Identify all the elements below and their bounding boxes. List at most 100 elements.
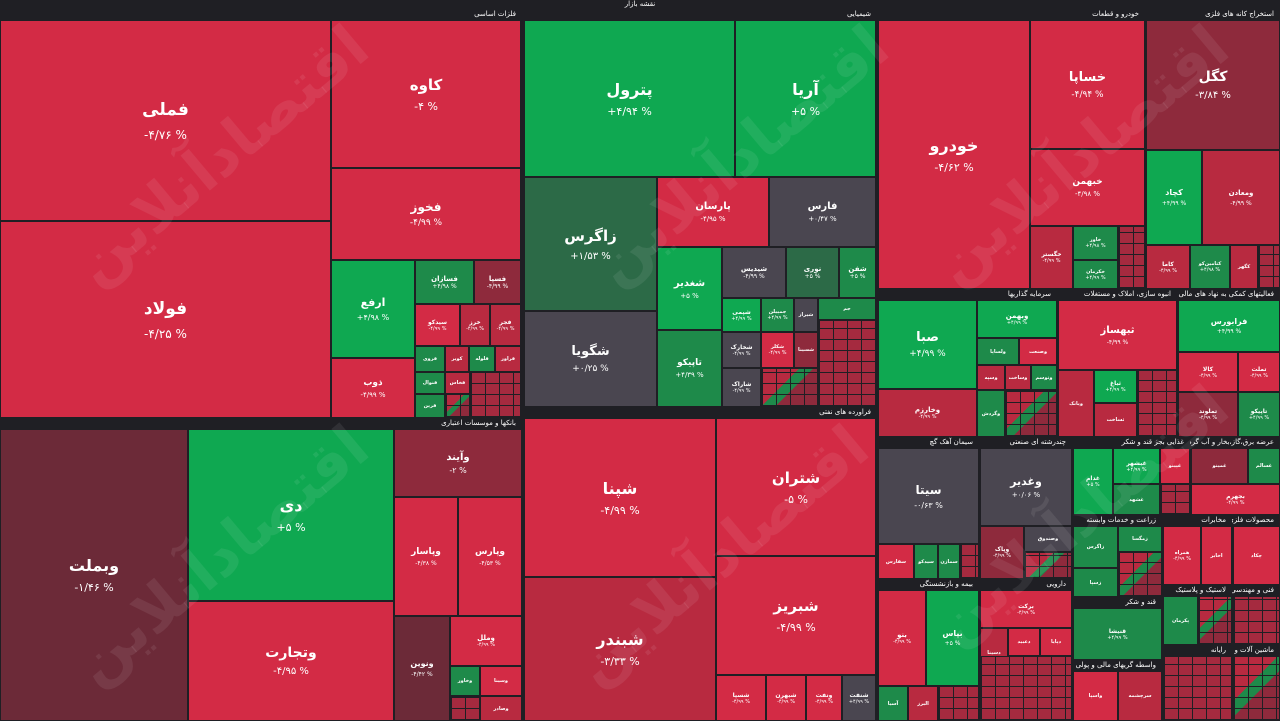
tile-khavar[interactable]: خاور +۴/۹۸ % bbox=[1073, 226, 1118, 260]
tile-vkharazm[interactable]: وخارزم -۴/۹۹ % bbox=[878, 389, 977, 437]
small-tiles-group[interactable] bbox=[1024, 552, 1072, 579]
tile-shebahrin[interactable]: شبهرن -۴/۹۹ % bbox=[766, 675, 806, 721]
tile-sita[interactable]: سیتا -۰/۶۳ % bbox=[878, 448, 979, 544]
tile-vpak[interactable]: وپاک -۴/۹۹ % bbox=[980, 526, 1024, 579]
tile-vgardesh[interactable]: وگردش bbox=[977, 390, 1005, 437]
tile-vaayand[interactable]: وآیند -۲ % bbox=[394, 429, 522, 497]
tile-kataminko[interactable]: کتامین‌کو +۴/۹۸ % bbox=[1190, 245, 1230, 289]
tile-vlsapa[interactable]: ولساپا bbox=[977, 338, 1019, 365]
tile-nouri[interactable]: نوری +۵ % bbox=[786, 247, 839, 298]
tile-shapmi[interactable]: شپمی +۴/۹۹ % bbox=[722, 298, 761, 332]
tile-shsina[interactable]: شسینا bbox=[794, 332, 818, 368]
tile-vmellal[interactable]: وملل -۴/۹۹ % bbox=[450, 616, 522, 666]
tile-jampilen[interactable]: جمپیلن +۴/۹۹ % bbox=[761, 298, 794, 332]
tile-vanaft[interactable]: ونفت -۴/۹۹ % bbox=[806, 675, 842, 721]
tile-thbaz[interactable]: ثبهساز -۴/۹۹ % bbox=[1058, 300, 1177, 370]
small-tiles-group[interactable] bbox=[1258, 245, 1280, 289]
tile-bjahrm[interactable]: بجهرم -۴/۹۹ % bbox=[1191, 484, 1280, 515]
tile-balboa[interactable]: البرز bbox=[908, 686, 938, 721]
tile-vbahman[interactable]: وبهمن +۴/۹۹ % bbox=[977, 300, 1057, 338]
tile-parsan[interactable]: پارسان -۴/۹۵ % bbox=[657, 177, 769, 247]
tile-vsakht[interactable]: وساخت bbox=[1005, 365, 1031, 390]
tile-vsenaat[interactable]: وصنعت bbox=[1019, 338, 1057, 365]
tile-arfa[interactable]: ارفع +۴/۹۸ % bbox=[331, 260, 415, 358]
small-tiles-group[interactable] bbox=[1163, 656, 1232, 721]
tile-khbahman[interactable]: خبهمن -۴/۹۸ % bbox=[1030, 149, 1145, 226]
tile-sidko[interactable]: سیدکو -۴/۹۹ % bbox=[415, 304, 460, 346]
tile-kgol[interactable]: کگل -۳/۸۴ % bbox=[1146, 20, 1280, 150]
tile-vsina[interactable]: وسینا bbox=[480, 666, 522, 696]
small-tiles-group[interactable] bbox=[761, 368, 818, 407]
small-tiles-group[interactable] bbox=[1137, 370, 1177, 437]
tile-ghbeshahr[interactable]: غبشهر +۴/۹۹ % bbox=[1113, 448, 1160, 484]
tile-akhaber[interactable]: اخابر bbox=[1201, 526, 1232, 585]
tile-asia[interactable]: آسیا bbox=[878, 686, 908, 721]
tile-sremaye[interactable]: سرچشمه bbox=[1118, 671, 1162, 721]
tile-vsandogh[interactable]: وصندوق bbox=[1024, 526, 1072, 552]
tile-foolad[interactable]: فولاد -۴/۲۵ % bbox=[0, 221, 331, 418]
tile-fakhas[interactable]: فخاس bbox=[445, 372, 470, 394]
tile-fesazan[interactable]: فسازان +۴/۹۸ % bbox=[415, 260, 474, 304]
tile-vbank[interactable]: وبانک bbox=[1058, 370, 1094, 437]
tile-kchad[interactable]: کچاد +۴/۹۹ % bbox=[1146, 150, 1202, 245]
tile-khkarman[interactable]: خکرمان +۴/۹۹ % bbox=[1073, 260, 1118, 289]
tile-vtejarat[interactable]: وتجارت -۴/۹۵ % bbox=[188, 601, 394, 721]
tile-shidis[interactable]: شیدیس -۴/۹۹ % bbox=[722, 247, 786, 298]
tile-ghshiz[interactable]: غشهد bbox=[1113, 484, 1160, 515]
tile-pkhaz[interactable]: پکرمان bbox=[1163, 596, 1198, 645]
tile-maadn[interactable]: ومعادن -۴/۹۹ % bbox=[1202, 150, 1280, 245]
small-tiles-group[interactable] bbox=[445, 394, 470, 418]
tile-sido[interactable]: سیدکو bbox=[914, 544, 938, 579]
tile-tapiko[interactable]: تاپیکو +۴/۳۹ % bbox=[657, 330, 722, 407]
tile-zob[interactable]: ذوب -۴/۹۹ % bbox=[331, 358, 415, 418]
tile-kaveh[interactable]: کاوه -۴ % bbox=[331, 20, 521, 168]
tile-kala[interactable]: کالا -۴/۹۹ % bbox=[1178, 352, 1238, 392]
tile-ghsalem[interactable]: غسالم bbox=[1248, 448, 1280, 484]
tile-dpayam[interactable]: دپایا bbox=[1040, 628, 1072, 656]
tile-bino[interactable]: بنو -۴/۹۹ % bbox=[878, 590, 926, 686]
tile-bpas[interactable]: بپاس +۵ % bbox=[926, 590, 979, 686]
tile-shkharak[interactable]: شخارک -۴/۹۹ % bbox=[722, 332, 761, 368]
tile-vnovin[interactable]: ونوین -۴/۴۲ % bbox=[394, 616, 450, 721]
tile-vtoosa[interactable]: وتوسم bbox=[1031, 365, 1057, 390]
tile-jam[interactable]: جم bbox=[818, 298, 876, 320]
tile-fesepahan[interactable]: فسپا -۴/۹۹ % bbox=[474, 260, 521, 304]
tile-chakad[interactable]: چکاد bbox=[1233, 526, 1280, 585]
tile-faraz[interactable]: فراور bbox=[495, 346, 521, 372]
tile-zagrs[interactable]: زاگرس bbox=[1073, 526, 1118, 568]
small-tiles-group[interactable] bbox=[450, 696, 480, 721]
tile-kharz[interactable]: خرز -۴/۹۹ % bbox=[460, 304, 490, 346]
tile-thbaagh[interactable]: ثباغ +۴/۹۹ % bbox=[1094, 370, 1137, 403]
tile-kgoher[interactable]: کگهر bbox=[1230, 245, 1258, 289]
tile-fokhur[interactable]: فلوله bbox=[469, 346, 495, 372]
tile-sharad[interactable]: شاراک -۴/۹۹ % bbox=[722, 368, 761, 407]
tile-sfars[interactable]: سفارس bbox=[878, 544, 914, 579]
tile-folmi[interactable]: فملی -۴/۷۶ % bbox=[0, 20, 331, 221]
tile-thsakht[interactable]: ثساخت bbox=[1094, 403, 1137, 437]
tile-shkalr[interactable]: شکلر -۴/۹۹ % bbox=[761, 332, 794, 368]
tile-vasapa[interactable]: واسپا bbox=[1073, 671, 1118, 721]
tile-shghadir[interactable]: شغدیر +۵ % bbox=[657, 247, 722, 330]
tile-petrol[interactable]: پترول +۴/۹۴ % bbox=[524, 20, 735, 177]
tile-vbmellat[interactable]: وبملت -۱/۴۶ % bbox=[0, 429, 188, 721]
small-tiles-group[interactable] bbox=[980, 656, 1072, 721]
tile-ghmina[interactable]: غمینو bbox=[1191, 448, 1248, 484]
tile-shafan[interactable]: شفن +۵ % bbox=[839, 247, 876, 298]
tile-vsyeh[interactable]: وسپه bbox=[977, 365, 1005, 390]
tile-shiraz[interactable]: شیراز bbox=[794, 298, 818, 332]
tile-shetran[interactable]: شتران -۵ % bbox=[716, 418, 876, 556]
tile-foriv[interactable]: فروی bbox=[415, 346, 445, 372]
tile-tamlat[interactable]: تملت -۴/۹۹ % bbox=[1238, 352, 1280, 392]
tile-zsepah[interactable]: زسپا bbox=[1073, 568, 1118, 597]
small-tiles-group[interactable] bbox=[1118, 226, 1145, 289]
tile-ghepina[interactable]: غپینو bbox=[1160, 448, 1190, 484]
small-tiles-group[interactable] bbox=[818, 320, 876, 407]
tile-di[interactable]: دی +۵ % bbox=[188, 429, 394, 601]
tile-tlapo[interactable]: تاپیکو +۴/۹۹ % bbox=[1238, 392, 1280, 437]
tile-barakat[interactable]: برکت -۴/۹۹ % bbox=[980, 590, 1072, 628]
tile-shebriz[interactable]: شبریز -۴/۹۹ % bbox=[716, 556, 876, 675]
tile-zmagn[interactable]: زمگسا bbox=[1118, 526, 1162, 552]
tile-aria[interactable]: آریا +۵ % bbox=[735, 20, 876, 177]
tile-vkhavar[interactable]: وخاور bbox=[450, 666, 480, 696]
tile-dabid[interactable]: دعبید bbox=[1008, 628, 1040, 656]
